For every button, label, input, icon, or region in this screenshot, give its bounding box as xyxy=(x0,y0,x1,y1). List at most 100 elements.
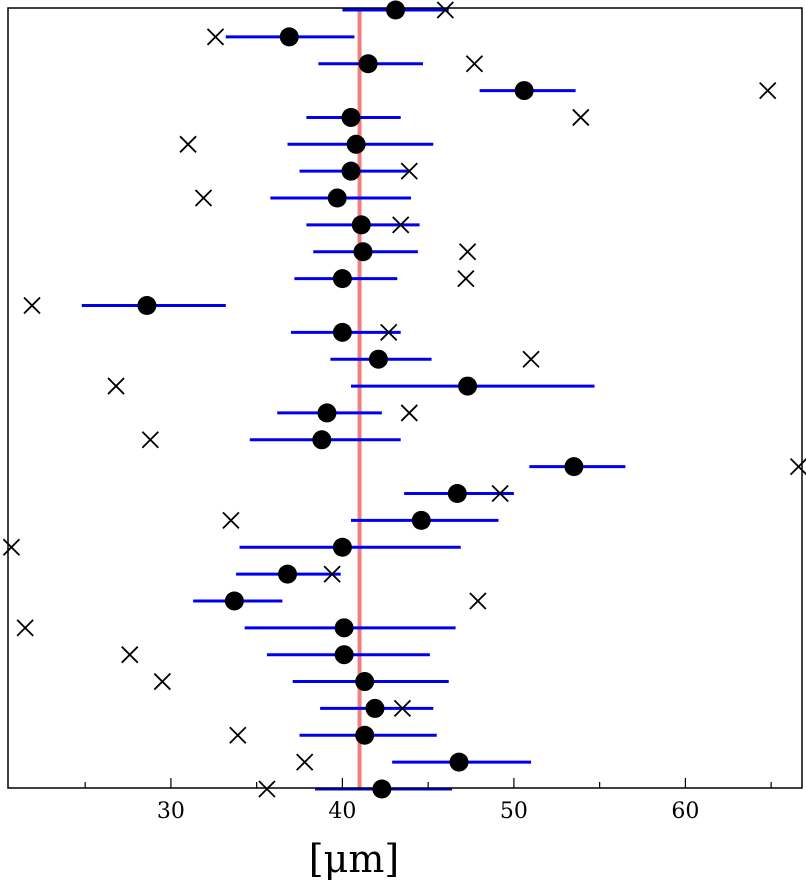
estimate-point xyxy=(355,725,375,745)
cross-marker-path xyxy=(323,565,341,583)
cross-marker-path xyxy=(222,511,240,530)
cross-marker xyxy=(392,216,410,234)
x-tick-label: 40 xyxy=(328,799,356,824)
cross-marker xyxy=(194,189,213,207)
cross-marker-path xyxy=(107,377,125,395)
cross-marker xyxy=(323,565,341,583)
cross-marker-path xyxy=(2,538,21,556)
estimate-point xyxy=(278,564,298,584)
estimate-point xyxy=(279,27,299,47)
cross-marker xyxy=(400,162,418,180)
cross-marker-path xyxy=(16,619,34,637)
estimate-point xyxy=(355,672,375,692)
estimate-point xyxy=(386,0,406,20)
cross-marker-layer xyxy=(2,1,806,798)
cross-marker-path xyxy=(491,484,509,503)
cross-marker xyxy=(222,511,240,530)
estimate-point xyxy=(372,779,392,799)
estimate-point xyxy=(341,161,361,181)
cross-marker-path xyxy=(179,135,197,153)
cross-marker-path xyxy=(465,55,484,73)
cross-marker xyxy=(436,1,454,19)
estimate-point xyxy=(514,81,534,101)
cross-marker-path xyxy=(23,296,41,315)
estimate-point xyxy=(317,403,337,423)
x-tick-label: 60 xyxy=(671,799,699,824)
estimate-point xyxy=(346,134,366,154)
cross-marker-path xyxy=(436,1,454,19)
estimate-point xyxy=(224,591,244,611)
cross-marker xyxy=(206,28,225,46)
cross-marker xyxy=(491,484,509,503)
estimate-point xyxy=(332,269,352,289)
cross-marker-path xyxy=(789,458,806,476)
estimate-point xyxy=(137,295,157,315)
cross-marker xyxy=(141,431,159,449)
cross-marker-path xyxy=(141,431,159,449)
cross-marker-path xyxy=(457,269,475,288)
cross-marker xyxy=(229,726,247,744)
cross-marker-path xyxy=(194,189,213,207)
estimate-point xyxy=(334,618,354,638)
cross-marker xyxy=(465,55,484,73)
cross-marker xyxy=(296,753,314,771)
estimate-point xyxy=(332,537,352,557)
frame-layer xyxy=(7,7,803,789)
estimate-point xyxy=(368,349,388,369)
cross-marker xyxy=(759,81,777,100)
cross-marker-path xyxy=(393,699,412,718)
cross-marker xyxy=(522,350,540,368)
estimate-point xyxy=(312,430,332,450)
estimate-point xyxy=(341,107,361,127)
estimate-point xyxy=(411,510,431,530)
estimate-point xyxy=(564,457,584,477)
cross-marker-path xyxy=(296,753,314,771)
estimate-point xyxy=(334,645,354,665)
cross-marker xyxy=(23,296,41,315)
estimate-point xyxy=(353,242,373,262)
cross-marker xyxy=(153,672,171,691)
estimate-point xyxy=(447,484,467,504)
cross-marker-path xyxy=(206,28,225,46)
cross-marker xyxy=(380,323,398,341)
interval-layer xyxy=(81,8,626,791)
cross-marker-path xyxy=(380,323,398,341)
cross-marker-path xyxy=(458,243,477,261)
cross-marker-path xyxy=(121,646,139,664)
cross-marker xyxy=(258,780,276,798)
cross-marker xyxy=(121,646,139,664)
cross-marker xyxy=(2,538,21,556)
cross-marker xyxy=(469,592,487,610)
estimate-point-layer xyxy=(137,0,584,799)
estimate-point xyxy=(327,188,347,208)
cross-marker-path xyxy=(522,350,540,368)
estimate-point xyxy=(365,698,385,718)
estimate-point xyxy=(351,215,371,235)
cross-marker-path xyxy=(759,81,777,100)
cross-marker xyxy=(458,243,477,261)
cross-marker xyxy=(457,269,475,288)
x-axis-label: [μm] xyxy=(309,837,399,881)
x-tick-label: 50 xyxy=(500,799,528,824)
estimate-point xyxy=(358,54,378,74)
x-tick-label: 30 xyxy=(157,799,185,824)
plot-frame xyxy=(7,7,803,789)
cross-marker xyxy=(16,619,34,637)
cross-marker-path xyxy=(258,780,276,798)
estimate-point xyxy=(458,376,478,396)
cross-marker-path xyxy=(392,216,410,234)
cross-marker xyxy=(107,377,125,395)
cross-marker-path xyxy=(153,672,171,691)
cross-marker-path xyxy=(572,108,590,127)
cross-marker xyxy=(393,699,412,718)
cross-marker xyxy=(179,135,197,153)
cross-marker-path xyxy=(400,404,418,422)
cross-marker xyxy=(572,108,590,127)
cross-marker-path xyxy=(469,592,487,610)
estimate-point xyxy=(332,322,352,342)
cross-marker xyxy=(400,404,418,422)
axes-layer: 30 40 50 60 xyxy=(84,778,772,824)
cross-marker-path xyxy=(229,726,247,744)
